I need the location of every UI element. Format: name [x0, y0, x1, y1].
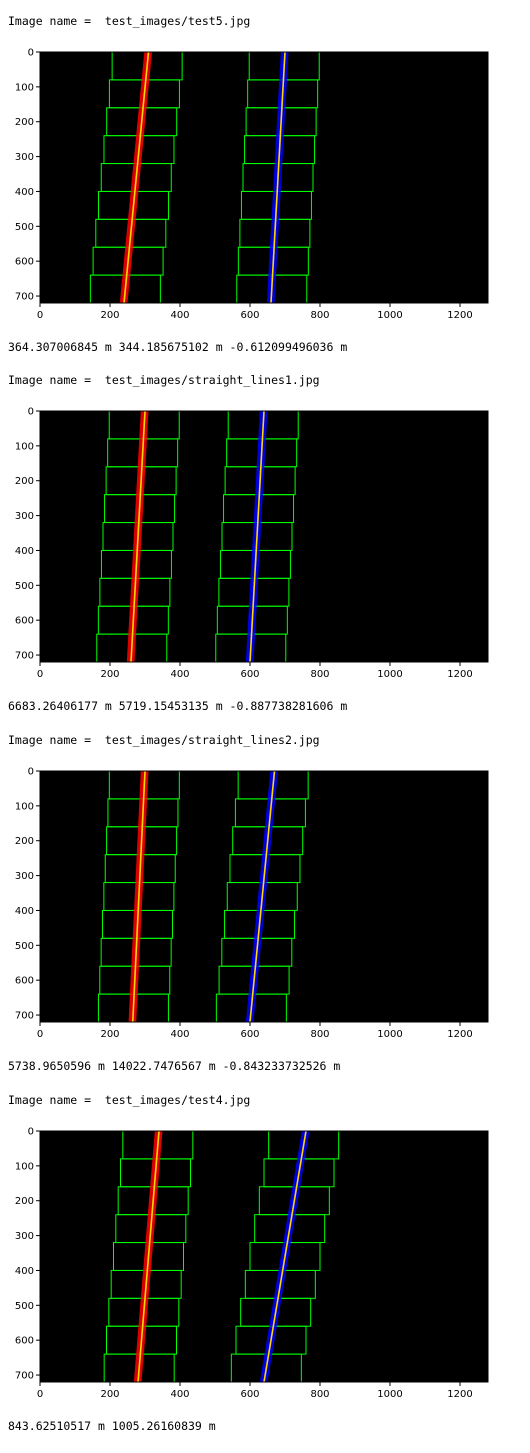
right-fit-line [263, 1130, 307, 1383]
result-line: 6683.26406177 m 5719.15453135 m -0.88773… [8, 699, 348, 713]
y-tick-label: 700 [15, 1011, 34, 1022]
lane-plot-svg: 0 200 400 600 800 1000 1200 0 100 200 300 400 500 600… [15, 767, 489, 1040]
x-tick-label: 0 [37, 669, 43, 680]
y-tick-label: 500 [15, 222, 34, 233]
axes-frame [39, 51, 489, 304]
result-line: 364.307006845 m 344.185675102 m -0.61209… [8, 340, 348, 354]
left-fit-line [131, 770, 146, 1023]
axes-frame [39, 410, 489, 663]
result-line: 5738.9650596 m 14022.7476567 m -0.843233… [8, 1059, 341, 1073]
y-tick-label: 200 [15, 117, 34, 128]
left-fit-line [130, 410, 146, 663]
y-tick-label: 600 [15, 976, 34, 987]
axes-frame [39, 1130, 489, 1383]
left-fit-line [137, 1130, 160, 1383]
x-tick-label: 0 [37, 310, 43, 321]
x-tick-label: 0 [37, 1389, 43, 1400]
x-tick-label: 800 [310, 669, 329, 680]
x-tick-label: 1200 [447, 310, 472, 321]
left-fit-line [123, 51, 150, 304]
image-name-line: Image name = test_images/straight_lines2… [8, 733, 320, 747]
y-tick-label: 700 [15, 1371, 34, 1382]
image-name-line: Image name = test_images/test5.jpg [8, 14, 251, 28]
axes-frame [39, 770, 489, 1023]
y-tick-label: 0 [28, 407, 34, 418]
y-tick-label: 200 [15, 836, 34, 847]
y-tick-label: 0 [28, 767, 34, 778]
right-fit-line [249, 410, 265, 663]
y-tick-label: 100 [15, 441, 34, 452]
x-tick-label: 800 [310, 1029, 329, 1040]
lane-plot: 0 200 400 600 800 1000 1200 0 100 200 300 400 500 600… [0, 399, 530, 699]
x-tick-label: 0 [37, 1029, 43, 1040]
x-tick-label: 200 [100, 669, 119, 680]
x-tick-label: 1200 [447, 669, 472, 680]
result-line: 843.62510517 m 1005.26160839 m [8, 1419, 216, 1433]
y-tick-label: 500 [15, 1301, 34, 1312]
x-tick-label: 1200 [447, 1029, 472, 1040]
lane-plot-svg: 0 200 400 600 800 1000 1200 0 100 200 300 400 500 600… [15, 407, 489, 680]
x-tick-label: 400 [170, 310, 189, 321]
y-tick-label: 200 [15, 1196, 34, 1207]
x-tick-label: 800 [310, 1389, 329, 1400]
right-fit-line [249, 770, 276, 1023]
x-tick-label: 200 [100, 1029, 119, 1040]
x-tick-label: 1000 [377, 1389, 402, 1400]
x-tick-label: 1000 [377, 669, 402, 680]
lane-plot-svg: 0 200 400 600 800 1000 1200 0 100 200 300 400 500 600… [15, 1127, 489, 1400]
y-tick-label: 400 [15, 906, 34, 917]
binary-image [40, 52, 488, 303]
y-tick-label: 700 [15, 651, 34, 662]
y-tick-label: 0 [28, 48, 34, 59]
x-tick-label: 200 [100, 310, 119, 321]
y-tick-label: 700 [15, 292, 34, 303]
x-tick-label: 600 [240, 1389, 259, 1400]
lane-plot: 0 200 400 600 800 1000 1200 0 100 200 300 400 500 600… [0, 40, 530, 340]
lane-plot: 0 200 400 600 800 1000 1200 0 100 200 300 400 500 600… [0, 759, 530, 1059]
y-tick-label: 300 [15, 1231, 34, 1242]
lane-plot-svg: 0 200 400 600 800 1000 1200 0 100 200 300 400 500 600… [15, 48, 489, 321]
x-tick-label: 1000 [377, 310, 402, 321]
x-tick-label: 200 [100, 1389, 119, 1400]
y-tick-label: 200 [15, 476, 34, 487]
x-tick-label: 400 [170, 1389, 189, 1400]
y-tick-label: 600 [15, 616, 34, 627]
y-tick-label: 400 [15, 1266, 34, 1277]
x-tick-label: 600 [240, 669, 259, 680]
x-tick-label: 600 [240, 310, 259, 321]
right-fit-line [270, 51, 286, 304]
x-tick-label: 400 [170, 669, 189, 680]
lane-plot: 0 200 400 600 800 1000 1200 0 100 200 300 400 500 600… [0, 1119, 530, 1419]
image-name-line: Image name = test_images/test4.jpg [8, 1093, 251, 1107]
x-tick-label: 800 [310, 310, 329, 321]
y-tick-label: 600 [15, 1336, 34, 1347]
image-name-line: Image name = test_images/straight_lines1… [8, 373, 320, 387]
y-tick-label: 300 [15, 152, 34, 163]
y-tick-label: 0 [28, 1127, 34, 1138]
x-tick-label: 400 [170, 1029, 189, 1040]
y-tick-label: 100 [15, 801, 34, 812]
y-tick-label: 600 [15, 257, 34, 268]
y-tick-label: 400 [15, 546, 34, 557]
x-tick-label: 600 [240, 1029, 259, 1040]
y-tick-label: 400 [15, 187, 34, 198]
y-tick-label: 500 [15, 581, 34, 592]
y-tick-label: 100 [15, 82, 34, 93]
x-tick-label: 1200 [447, 1389, 472, 1400]
y-tick-label: 500 [15, 941, 34, 952]
y-tick-label: 300 [15, 871, 34, 882]
y-tick-label: 100 [15, 1161, 34, 1172]
y-tick-label: 300 [15, 511, 34, 522]
x-tick-label: 1000 [377, 1029, 402, 1040]
